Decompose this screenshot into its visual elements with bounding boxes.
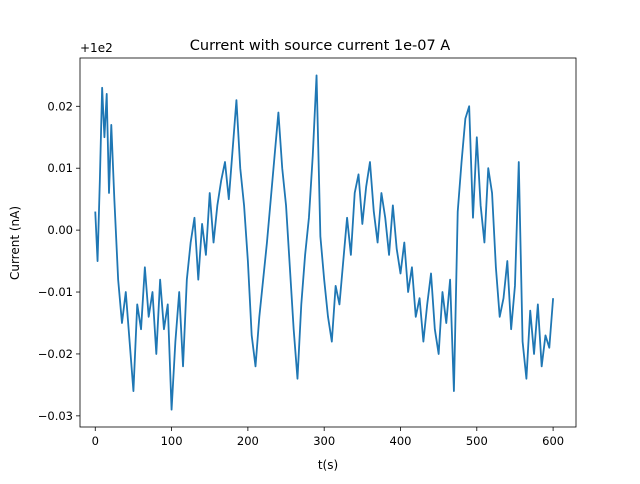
y-axis-offset-label: +1e2 <box>80 41 113 55</box>
x-tick-label: 200 <box>237 434 259 448</box>
x-tick-label: 100 <box>161 434 183 448</box>
x-tick-label: 0 <box>92 434 99 448</box>
y-axis: −0.03 −0.02 −0.01 0.00 0.01 0.02 <box>38 99 80 423</box>
plot-area <box>94 74 555 411</box>
y-tick-label: 0.01 <box>47 161 73 175</box>
chart-title: Current with source current 1e-07 A <box>190 38 451 54</box>
x-tick-label: 600 <box>542 434 564 448</box>
x-tick-label: 300 <box>313 434 335 448</box>
y-tick-label: 0.02 <box>47 99 73 113</box>
series-line-0 <box>94 74 555 411</box>
x-tick-label: 500 <box>466 434 488 448</box>
x-axis: 0 100 200 300 400 500 600 <box>92 427 564 448</box>
y-tick-label: −0.01 <box>38 285 73 299</box>
y-tick-label: 0.00 <box>47 223 73 237</box>
y-tick-label: −0.03 <box>38 409 73 423</box>
x-axis-label: t(s) <box>318 458 338 472</box>
y-axis-label: Current (nA) <box>8 206 22 280</box>
x-tick-label: 400 <box>390 434 412 448</box>
axes-frame <box>79 57 577 428</box>
y-tick-label: −0.02 <box>38 347 73 361</box>
